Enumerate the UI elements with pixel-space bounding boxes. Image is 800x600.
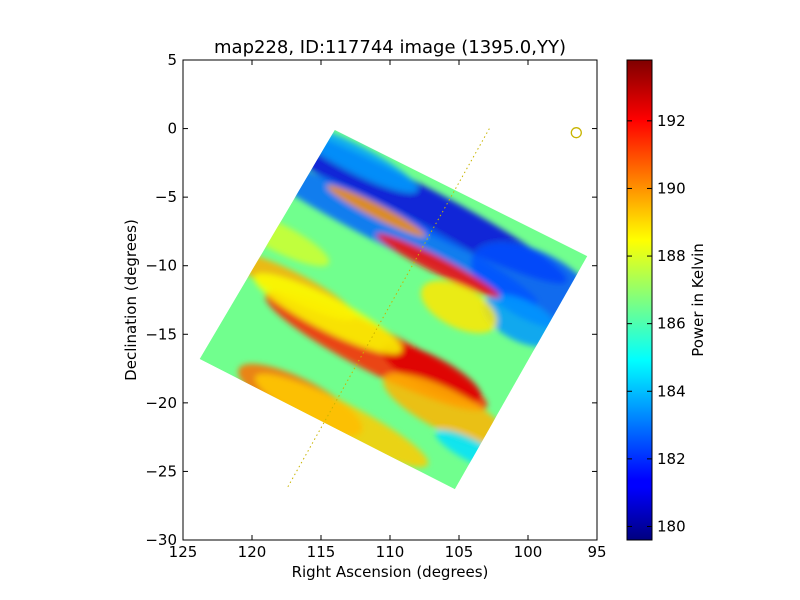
y-tick-label-5: −20: [145, 394, 177, 412]
y-axis-ticks: 5 0 −5 −10 −15 −20 −25 −30: [145, 51, 597, 549]
y-tick-label-7: −30: [145, 531, 177, 549]
heatmap-band-8: [326, 185, 426, 237]
heatmap-band-15: [420, 280, 498, 334]
colorbar-tick-label-4: 188: [657, 247, 686, 265]
y-tick-label-0: 5: [167, 51, 177, 69]
y-tick-label-2: −5: [155, 188, 177, 206]
colorbar-tick-label-0: 180: [657, 517, 686, 535]
x-axis-ticks: 125 120 115 110 105 100 95: [169, 60, 607, 561]
dotted-line: [286, 128, 490, 490]
heatmap-band-7: [376, 233, 500, 298]
heatmap-band-12: [383, 373, 508, 447]
colorbar-tick-label-2: 184: [657, 382, 686, 400]
heatmap-band-6: [381, 343, 482, 402]
y-tick-label-3: −10: [145, 257, 177, 275]
x-tick-label-1: 120: [238, 543, 267, 561]
colorbar-ticks: 180 182 184 186 188 190 192: [627, 112, 686, 535]
colorbar-tick-label-1: 182: [657, 450, 686, 468]
y-axis-label: Declination (degrees): [122, 219, 140, 381]
heatmap-band-1: [242, 151, 538, 306]
colorbar-tick-label-5: 190: [657, 179, 686, 197]
heatmap-image: [199, 129, 588, 490]
heatmap-band-10: [255, 374, 429, 468]
heatmap-band-4: [483, 294, 560, 347]
x-tick-label-3: 110: [376, 543, 405, 561]
x-tick-label-6: 95: [587, 543, 606, 561]
chart-title: map228, ID:117744 image (1395.0,YY): [214, 37, 566, 58]
x-tick-label-2: 115: [307, 543, 336, 561]
marker-circle: [570, 127, 582, 139]
colorbar-label: Power in Kelvin: [689, 243, 707, 357]
x-tick-label-0: 125: [169, 543, 198, 561]
x-axis-label: Right Ascension (degrees): [292, 563, 489, 581]
x-tick-label-5: 100: [514, 543, 543, 561]
y-tick-label-6: −25: [145, 462, 177, 480]
colorbar: [626, 59, 653, 541]
heatmap-band-16: [253, 273, 403, 355]
colorbar-tick-label-3: 186: [657, 315, 686, 333]
x-tick-label-4: 105: [445, 543, 474, 561]
y-tick-label-1: 0: [167, 120, 177, 138]
y-tick-label-4: −15: [145, 325, 177, 343]
colorbar-tick-label-6: 192: [657, 112, 686, 130]
